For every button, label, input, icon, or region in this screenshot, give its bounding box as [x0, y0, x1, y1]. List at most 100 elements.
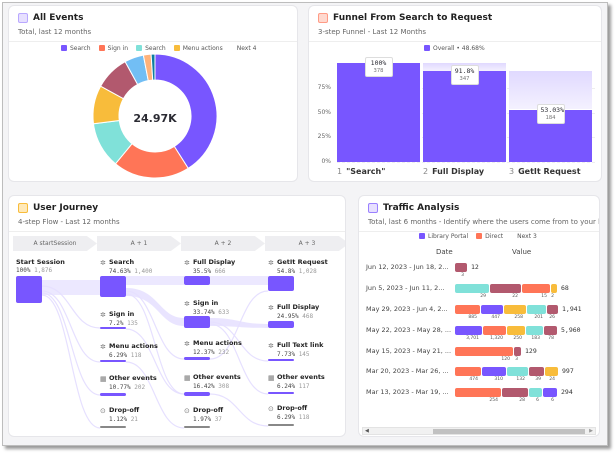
flow-step-header[interactable]: A + 1 [97, 236, 181, 251]
flow-node[interactable]: Start Session 100% 1,876 [16, 258, 65, 274]
node-bar[interactable] [184, 316, 210, 328]
legend-more[interactable]: Next 3 [517, 233, 537, 240]
flow-node[interactable]: ⊙ Drop-off 1.12% 21 [100, 406, 139, 423]
funnel-step-label[interactable]: 2 Full Display [423, 167, 484, 176]
traffic-bar-segment[interactable] [526, 326, 543, 335]
traffic-bar-segment[interactable] [522, 284, 550, 293]
node-count: 232 [218, 349, 230, 356]
traffic-bar-segment[interactable] [504, 305, 526, 314]
flow-node[interactable]: ✲ Full Display 35.5% 666 [184, 258, 235, 275]
funnel-step-label[interactable]: 3 GetIt Request [509, 167, 581, 176]
card-title[interactable]: All Events [33, 13, 84, 23]
segment-value: 28 [519, 398, 525, 403]
traffic-bar-segment[interactable] [455, 367, 481, 376]
flow-node[interactable]: ▦ Other events 16.42% 308 [184, 373, 241, 390]
traffic-bar-segment[interactable] [527, 305, 546, 314]
node-count: 118 [130, 352, 142, 359]
column-header-value[interactable]: Value [512, 248, 532, 256]
scroll-right-arrow[interactable]: ▶ [589, 428, 593, 434]
traffic-bar-segment[interactable] [455, 388, 501, 397]
flow-step-header[interactable]: A + 3 [265, 236, 345, 251]
card-subtitle: 4-step Flow - Last 12 months [18, 218, 120, 226]
funnel-step-label[interactable]: 1 "Search" [337, 167, 385, 176]
flow-node[interactable]: ✲ Full Text link 7.73% 145 [268, 341, 323, 358]
legend-item[interactable]: Sign in [98, 45, 128, 52]
traffic-bar-segment[interactable] [455, 284, 489, 293]
donut-slice[interactable] [154, 54, 218, 170]
traffic-bar-segment[interactable] [551, 284, 557, 293]
traffic-bar-segment[interactable] [529, 388, 542, 397]
card-title[interactable]: Traffic Analysis [383, 203, 460, 213]
traffic-bar-segment[interactable] [490, 284, 521, 293]
traffic-bar-segment[interactable] [455, 326, 482, 335]
traffic-bar-segment[interactable] [514, 347, 521, 356]
node-bar[interactable] [100, 276, 126, 297]
legend-item[interactable]: Search [136, 45, 166, 52]
card-title[interactable]: Funnel From Search to Request [333, 13, 493, 23]
node-percent: 7.2% [109, 320, 128, 327]
traffic-bar-segment[interactable] [481, 305, 503, 314]
flow-link [125, 328, 185, 395]
flow-step-header[interactable]: A + 2 [181, 236, 265, 251]
segment-value: 3 [461, 273, 464, 278]
traffic-bar-segment[interactable] [455, 347, 513, 356]
flow-icon [18, 203, 28, 213]
flow-node[interactable]: ▦ Other events 10.77% 202 [100, 374, 157, 391]
flow-step-header[interactable]: A startSession [13, 236, 97, 251]
funnel-bar[interactable] [337, 63, 420, 162]
flow-node[interactable]: ✲ Sign in 33.74% 633 [184, 299, 229, 316]
legend-more[interactable]: Next 4 [236, 45, 257, 52]
scroll-left-arrow[interactable]: ◀ [365, 428, 369, 434]
flow-node[interactable]: ✲ Menu actions 6.29% 118 [100, 342, 158, 359]
flow-node[interactable]: ✲ Search 74.63% 1,400 [100, 258, 152, 275]
flow-node[interactable]: ▦ Other events 6.24% 117 [268, 373, 325, 390]
traffic-bar-segment[interactable] [543, 388, 557, 397]
traffic-bar-segment[interactable] [507, 326, 525, 335]
segment-value: 29 [480, 294, 486, 299]
legend-item[interactable]: Direct [476, 233, 503, 240]
horizontal-scrollbar[interactable]: ◀ ▶ [362, 427, 596, 435]
legend-item[interactable]: Menu actions [173, 45, 223, 52]
node-bar[interactable] [268, 359, 294, 361]
traffic-bar-segment[interactable] [507, 367, 528, 376]
traffic-bar-segment[interactable] [502, 388, 528, 397]
node-bar[interactable] [100, 360, 126, 362]
flow-node[interactable]: ✲ Full Display 24.95% 468 [268, 303, 319, 320]
traffic-bar-segment[interactable] [482, 367, 506, 376]
column-header-date[interactable]: Date [436, 248, 453, 256]
funnel-icon [318, 13, 328, 23]
traffic-bar-segment[interactable] [545, 367, 558, 376]
legend-item[interactable]: Search [61, 45, 91, 52]
drop-off-bar[interactable] [268, 424, 294, 426]
donut-slice[interactable] [150, 54, 156, 81]
node-bar[interactable] [184, 392, 210, 396]
card-title[interactable]: User Journey [33, 203, 99, 213]
node-bar[interactable] [268, 321, 294, 328]
flow-node[interactable]: ✲ GetIt Request 54.8% 1,028 [268, 258, 328, 275]
traffic-bar-segment[interactable] [529, 367, 544, 376]
node-bar[interactable] [184, 276, 210, 285]
flow-node[interactable]: ⊙ Drop-off 1.97% 37 [184, 406, 223, 423]
drop-off-bar[interactable] [184, 426, 210, 428]
node-bar[interactable] [100, 393, 126, 396]
drop-off-bar[interactable] [100, 426, 126, 428]
scrollbar-thumb[interactable] [433, 429, 585, 434]
legend-item[interactable]: Library Portal [419, 233, 468, 240]
node-percent: 10.77% [109, 384, 135, 391]
flow-node[interactable]: ⊙ Drop-off 6.29% 118 [268, 404, 310, 421]
flow-node[interactable]: ✲ Menu actions 12.37% 232 [184, 339, 242, 356]
segment-value: 201 [534, 315, 543, 320]
node-bar[interactable] [184, 357, 210, 360]
funnel-bar[interactable] [423, 71, 506, 162]
node-bar[interactable] [268, 392, 294, 394]
traffic-bar-segment[interactable] [455, 305, 480, 314]
traffic-bar-segment[interactable] [455, 263, 467, 272]
node-bar[interactable] [16, 276, 42, 303]
traffic-bar-segment[interactable] [483, 326, 506, 335]
traffic-bar-segment[interactable] [544, 326, 557, 335]
gridline [337, 162, 595, 163]
node-bar[interactable] [268, 276, 294, 291]
traffic-bar-segment[interactable] [547, 305, 558, 314]
node-bar[interactable] [100, 327, 126, 329]
flow-node[interactable]: ✲ Sign in 7.2% 135 [100, 310, 138, 327]
